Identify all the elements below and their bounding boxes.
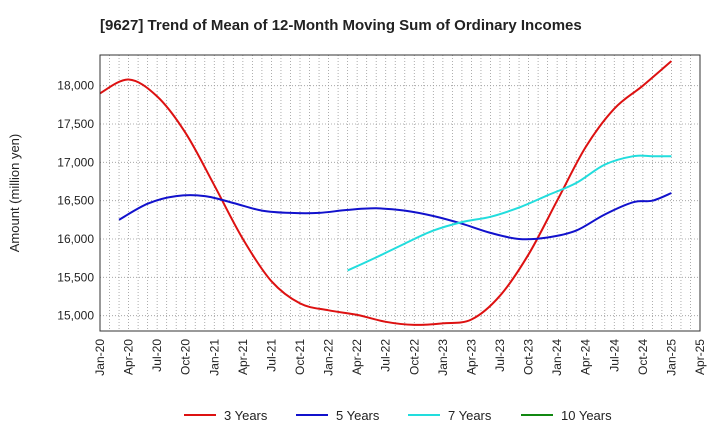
y-tick-label: 17,500 <box>57 117 94 131</box>
x-tick-label: Jan-23 <box>436 339 450 376</box>
series-line-7-years <box>347 154 672 272</box>
x-tick-label: Oct-20 <box>179 339 193 375</box>
legend: 3 Years 5 Years 7 Years 10 Years <box>184 408 612 423</box>
x-tick-label: Apr-20 <box>122 339 136 375</box>
legend-label-7-years: 7 Years <box>448 408 492 423</box>
y-axis-title: Amount (million yen) <box>7 134 22 253</box>
legend-label-10-years: 10 Years <box>561 408 612 423</box>
x-tick-label: Apr-23 <box>464 339 478 375</box>
legend-label-3-years: 3 Years <box>224 408 268 423</box>
x-tick-label: Jul-23 <box>493 339 507 372</box>
plot-area-frame <box>99 54 701 332</box>
y-tick-labels: 15,000 15,500 16,000 16,500 17,000 17,500 18,0… <box>57 79 94 323</box>
x-tick-label: Jan-22 <box>322 339 336 376</box>
x-tick-label: Jan-25 <box>664 339 678 376</box>
x-tick-label: Jul-20 <box>150 339 164 372</box>
x-tick-labels: Jan-20 Apr-20 Jul-20 Oct-20 Jan-21 Apr-21 Jul-… <box>93 339 707 376</box>
series-lines <box>99 60 673 326</box>
x-tick-label: Oct-22 <box>407 339 421 375</box>
x-tick-label: Jan-24 <box>550 339 564 376</box>
series-line-3-years <box>99 60 673 326</box>
x-tick-label: Apr-25 <box>693 339 707 375</box>
y-tick-label: 18,000 <box>57 79 94 93</box>
x-tick-label: Apr-21 <box>236 339 250 375</box>
y-tick-label: 16,500 <box>57 194 94 208</box>
chart-title: [9627] Trend of Mean of 12-Month Moving … <box>100 17 582 34</box>
x-tick-label: Jul-24 <box>607 339 621 372</box>
y-tick-label: 16,000 <box>57 232 94 246</box>
y-tick-label: 17,000 <box>57 155 94 169</box>
y-tick-label: 15,000 <box>57 309 94 323</box>
x-tick-label: Apr-22 <box>350 339 364 375</box>
x-tick-label: Jul-22 <box>379 339 393 372</box>
y-tick-label: 15,500 <box>57 270 94 284</box>
gridlines <box>100 55 700 331</box>
x-tick-label: Oct-21 <box>293 339 307 375</box>
series-line-5-years <box>118 192 672 241</box>
x-tick-label: Jul-21 <box>264 339 278 372</box>
x-tick-label: Oct-24 <box>636 339 650 375</box>
x-tick-label: Apr-24 <box>579 339 593 375</box>
legend-label-5-years: 5 Years <box>336 408 380 423</box>
x-tick-label: Oct-23 <box>522 339 536 375</box>
x-tick-label: Jan-20 <box>93 339 107 376</box>
x-tick-label: Jan-21 <box>207 339 221 376</box>
